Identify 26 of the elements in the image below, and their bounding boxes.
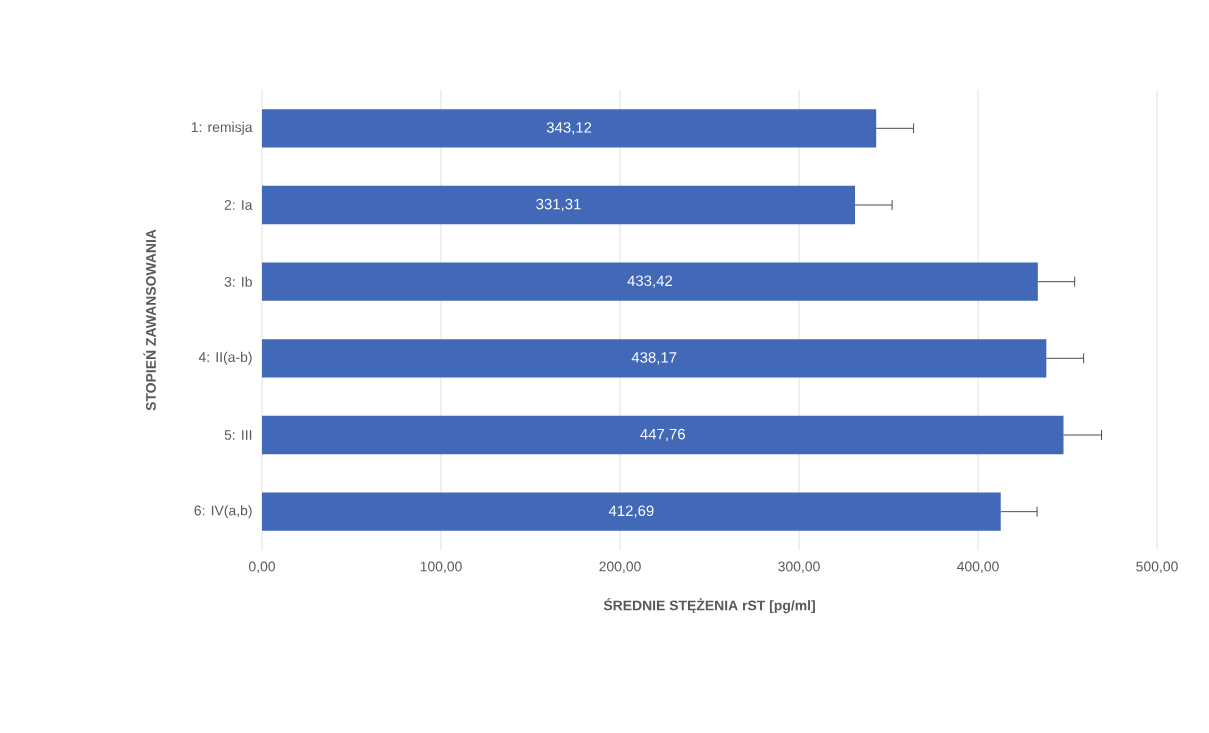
x-tick-label: 0,00 xyxy=(248,561,276,574)
y-tick-label: 1: remisja xyxy=(191,121,253,135)
y-tick-label: 2: Ia xyxy=(224,200,253,210)
x-tick-label: 300,00 xyxy=(778,561,820,574)
bar xyxy=(262,185,856,225)
x-tick-label: 100,00 xyxy=(420,561,462,574)
y-tick-label: 4: II(a-b) xyxy=(198,351,252,365)
data-label: 412,69 xyxy=(608,505,654,518)
bar xyxy=(262,262,1038,301)
x-tick-label: 500,00 xyxy=(1136,561,1178,574)
y-tick-label: 5: III xyxy=(224,430,252,440)
data-label: 447,76 xyxy=(640,428,685,442)
y-tick-label: 6: IV(a,b) xyxy=(194,505,252,519)
data-label: 433,42 xyxy=(627,275,673,288)
bar xyxy=(262,109,877,148)
data-label: 343,12 xyxy=(546,122,592,135)
bar xyxy=(262,415,1064,455)
bar xyxy=(262,492,1001,531)
x-tick-label: 400,00 xyxy=(956,561,999,574)
data-label: 331,31 xyxy=(536,198,581,212)
x-tick-label: 200,00 xyxy=(599,561,641,574)
y-tick-label: 3: Ib xyxy=(224,276,252,287)
x-axis-title: ŚREDNIE STĘŻENIA rST [pg/ml] xyxy=(603,597,815,614)
data-label: 438,17 xyxy=(631,352,677,365)
y-axis-title: STOPIEŃ ZAWANSOWANIA xyxy=(143,229,156,411)
bar xyxy=(262,339,1047,378)
